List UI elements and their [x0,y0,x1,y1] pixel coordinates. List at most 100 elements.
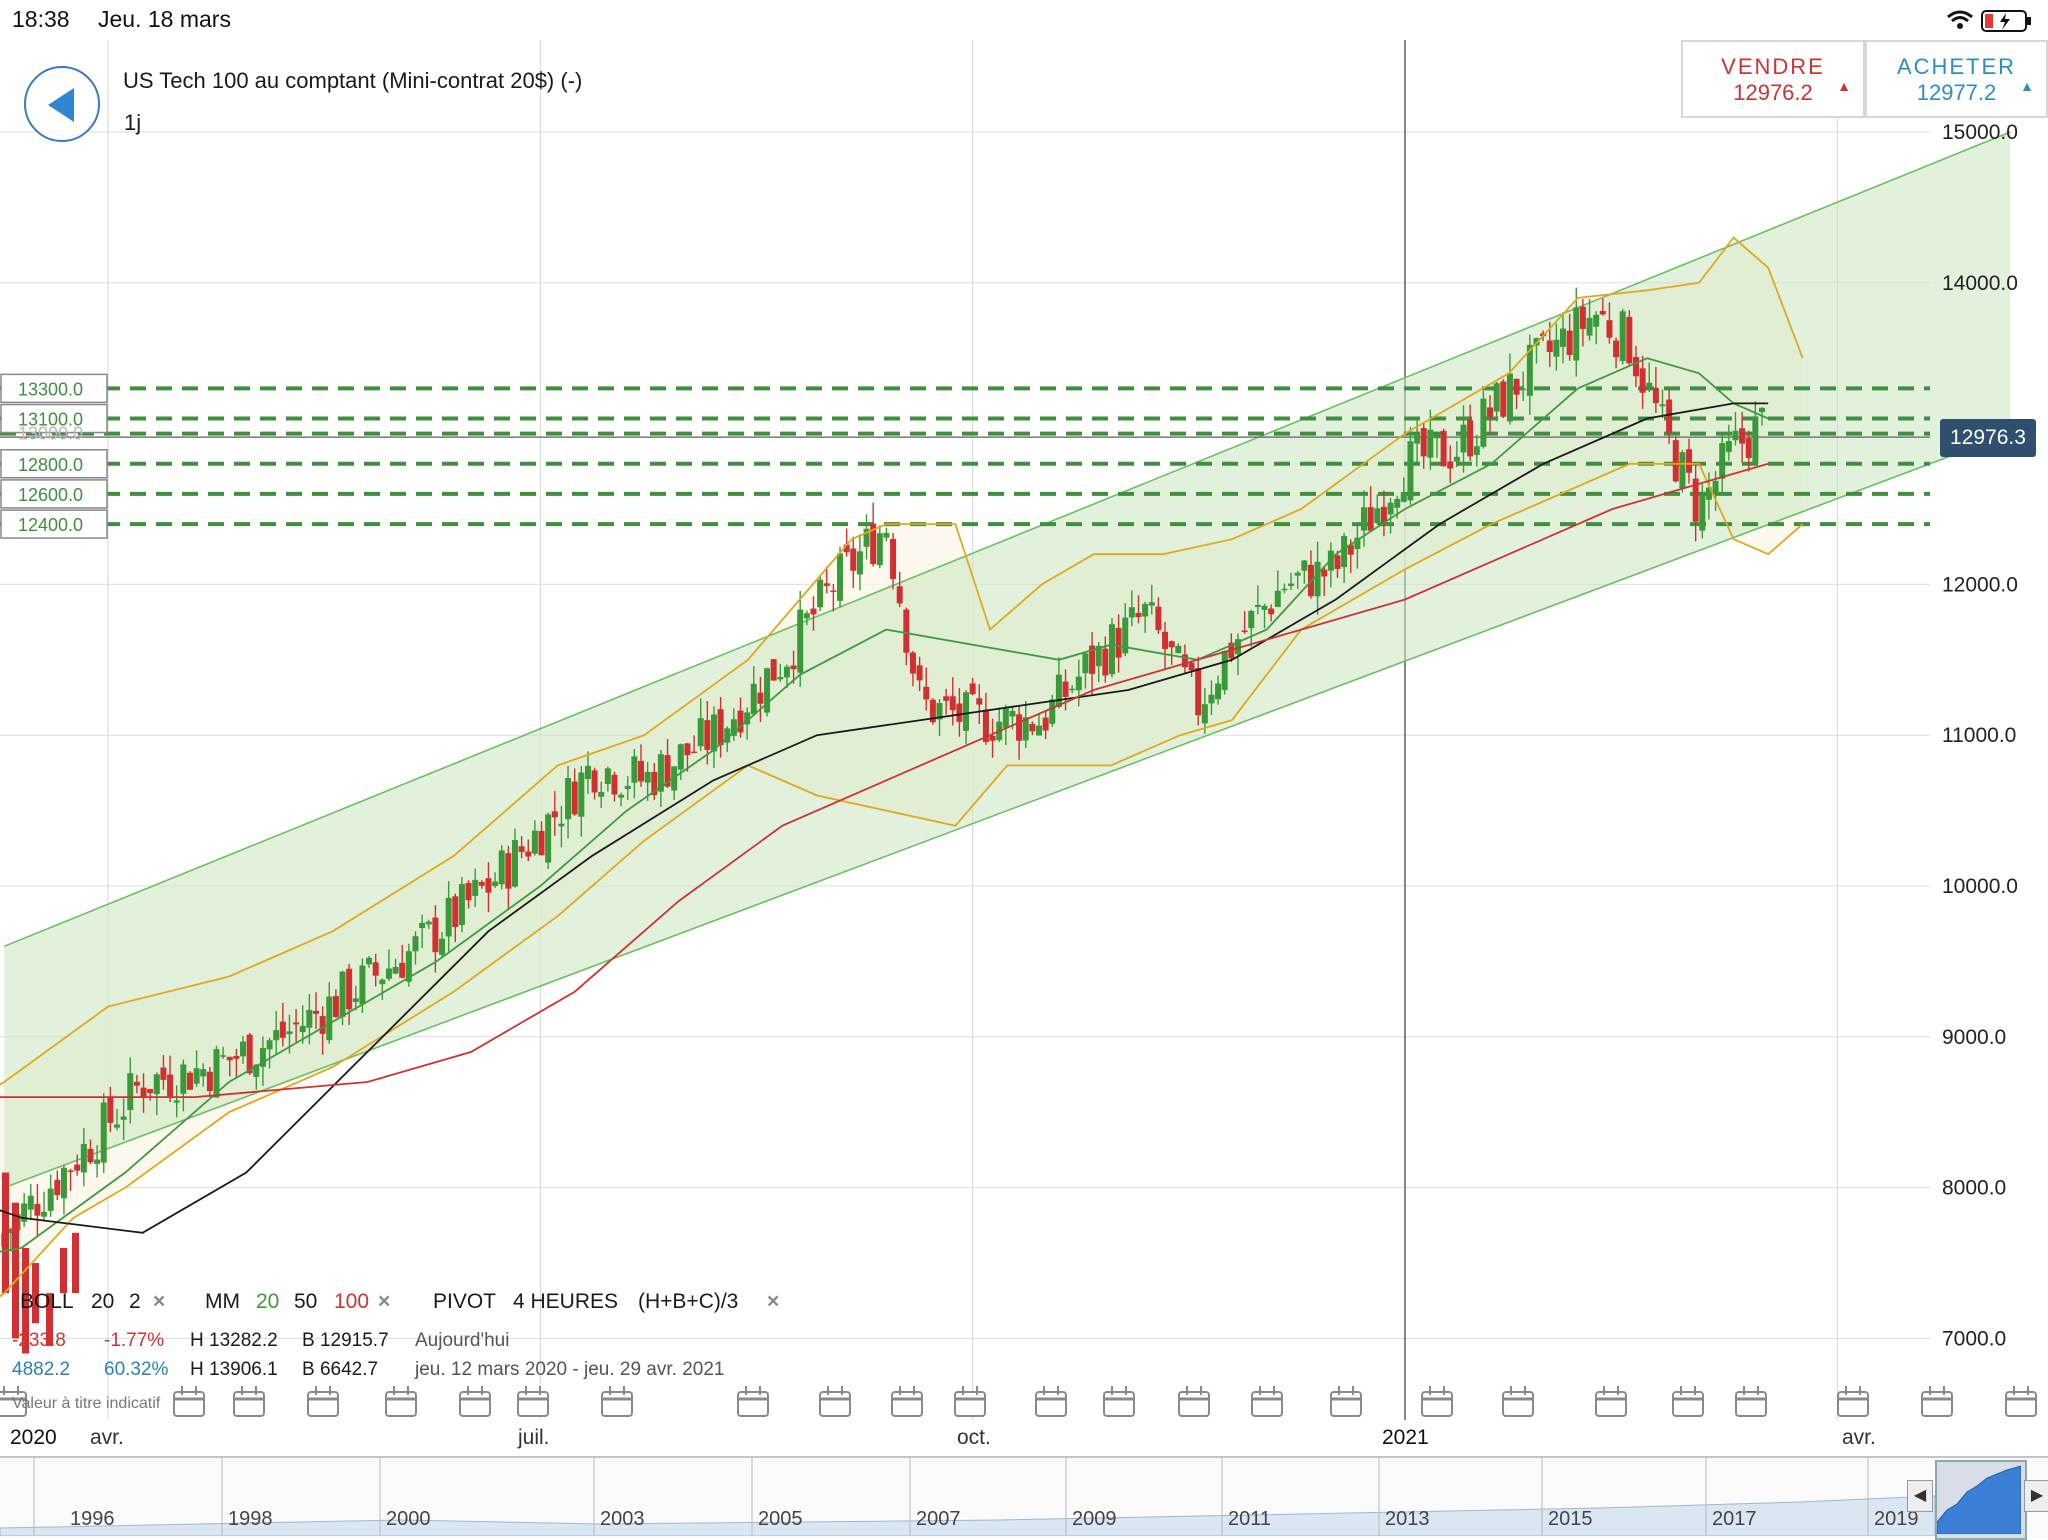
indicator-legend: BOLL 20 2 × MM 20 50 100 × PIVOT 4 HEURE… [0,1290,900,1320]
candle-down [1692,478,1699,522]
calendar-icon [1421,1391,1453,1417]
range-low: B 6642.7 [302,1359,379,1380]
navigator-window[interactable] [1935,1460,2027,1540]
pivot-label-box [0,449,108,479]
ma-remove-icon[interactable]: × [378,1290,391,1313]
candle-down [1447,461,1454,469]
pivot-label-box [0,373,108,404]
candle-up [1553,339,1560,357]
pivot-label-12600: 12600.0 [18,485,83,505]
candle-up [604,768,611,785]
candle-up [445,897,452,937]
candle-down [1089,645,1096,674]
candle-down [611,774,618,795]
candle-up [1433,435,1440,439]
buy-button[interactable]: ACHETER 12977.2 ▲ [1865,40,2048,118]
candle-down [923,686,930,700]
ma50-line [0,402,1769,1234]
candle-down [651,771,658,796]
candle-up [1215,683,1222,700]
candle-down [293,1022,300,1025]
candle-up [584,765,591,779]
today-change-pct: -1.77% [104,1330,165,1351]
candle-up [1646,382,1653,387]
calendar-icon [1595,1391,1627,1417]
calendar-icon [1672,1391,1704,1417]
x-axis-month-apr-2021: avr. [1842,1426,1876,1449]
candle-down [372,962,379,976]
candle-down [664,755,671,787]
candle-up [412,936,419,952]
calendar-icon [385,1391,417,1417]
ma-name[interactable]: MM [205,1290,240,1313]
y-tick-14000: 14000.0 [1942,272,2018,295]
candle-up [259,1047,266,1067]
sell-price: 12976.2 [1733,80,1813,105]
calendar-icon [1103,1391,1135,1417]
disclaimer-text: Valeur à titre indicatif [12,1395,161,1412]
candle-down [32,1263,39,1324]
candle-up [724,728,731,743]
candle-down [916,665,923,681]
candle-up [458,884,465,926]
candle-down [1467,420,1474,457]
candle-down [160,1067,167,1080]
candle-down [186,1072,193,1090]
candle-up [817,579,824,608]
candle-up [1473,446,1480,455]
back-button[interactable] [24,66,100,142]
candle-up [1082,653,1089,674]
calendar-markers [0,1386,2037,1417]
candle-down [478,881,485,886]
candle-up [1400,492,1407,502]
status-icons [1947,10,2031,32]
candle-up [624,785,631,790]
candle-up [1002,707,1009,728]
navigator-right-arrow[interactable]: ▶ [2024,1480,2048,1512]
calendar-icon [2005,1391,2037,1417]
candle-down [246,1034,253,1074]
today-high: H 13282.2 [190,1330,278,1351]
candle-down [1666,399,1673,434]
indicator-lines [0,236,1804,1298]
sell-button[interactable]: VENDRE 12976.2 ▲ [1681,40,1865,118]
candle-down [591,770,598,793]
pivot-label-13100: 13100.0 [18,410,83,430]
candle-down [1102,648,1109,676]
candle-down [1155,606,1162,631]
boll-remove-icon[interactable]: × [153,1290,166,1313]
pivot-label-box [0,403,108,434]
candle-up [1248,610,1255,629]
candle-down [1029,723,1036,732]
nav-year-2005: 2005 [758,1508,803,1530]
candle-up [1520,388,1527,391]
pivot-remove-icon[interactable]: × [767,1290,780,1313]
candle-down [1566,330,1573,356]
candle-down [1188,662,1195,671]
nav-year-2003: 2003 [600,1508,645,1530]
candle-down [1420,428,1427,457]
candle-up [94,1159,101,1164]
ma-100: 100 [334,1290,370,1313]
candle-up [618,794,625,798]
pivot-label-13000: 13000.0 [18,424,83,444]
candle-down [1579,306,1586,329]
pivot-name[interactable]: PIVOT [433,1290,497,1313]
calendar-icon [1921,1391,1953,1417]
candle-up [27,1195,34,1210]
candle-up [1699,494,1706,531]
candle-down [890,538,897,580]
navigator-left-arrow[interactable]: ◀ [1907,1480,1933,1512]
current-price-tag: 12976.3 [1940,419,2036,457]
chart-area[interactable]: 15000.0 14000.0 12000.0 11000.0 10000.0 9000.… [0,0,2048,1456]
nav-year-2007: 2007 [916,1508,961,1530]
candle-down [684,743,691,756]
candle-up [1719,443,1726,479]
candle-down [87,1148,94,1163]
candle-down [1347,544,1354,555]
calendar-icon [517,1391,549,1417]
boll-name[interactable]: BOLL [20,1290,74,1313]
timeframe-selector[interactable]: 1j [124,110,142,135]
time-navigator[interactable]: 1996 1998 2000 2003 2005 2007 2009 2011 … [0,1456,2048,1540]
